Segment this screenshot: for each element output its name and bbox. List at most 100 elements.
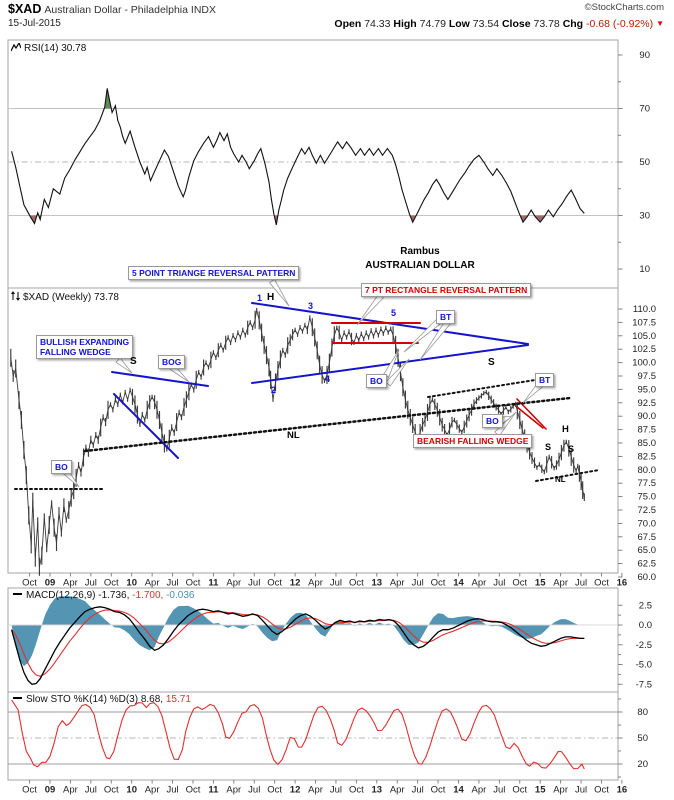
x-axis-label: Apr	[553, 785, 568, 796]
x-axis-label: Oct	[22, 785, 37, 796]
quote-line: Open 74.33 High 74.79 Low 73.54 Close 73…	[334, 18, 664, 30]
header-title-row: $XAD Australian Dollar - Philadelphia IN…	[0, 0, 674, 16]
x-axis-label: Apr	[145, 578, 160, 589]
axis-tick-label: -5.0	[636, 660, 652, 671]
x-axis-label: Jul	[575, 578, 587, 589]
x-axis-label: 09	[45, 578, 56, 589]
x-axis-label: Jul	[575, 785, 587, 796]
axis-tick-label: 70.0	[638, 518, 657, 529]
x-axis-label: Oct	[594, 785, 609, 796]
axis-tick-label: 77.5	[638, 478, 657, 489]
price-series	[10, 309, 585, 567]
callout-tail	[385, 358, 410, 387]
x-axis-label: Oct	[512, 578, 527, 589]
close-value: 73.78	[533, 18, 560, 30]
open-label: Open	[334, 18, 362, 30]
x-axis-label: Jul	[412, 578, 424, 589]
x-axis-label: Apr	[308, 578, 323, 589]
low-label: Low	[448, 18, 470, 30]
x-axis-label: 11	[208, 785, 219, 796]
axis-tick-label: 50	[639, 157, 650, 168]
x-axis-label: Apr	[472, 578, 487, 589]
x-axis-label: Jul	[166, 785, 178, 796]
macd-panel-border	[7, 587, 619, 693]
chg-value: -0.68 (-0.92%)	[586, 18, 654, 30]
legend-line-icon	[13, 697, 22, 699]
stockcharts-credit: ©StockCharts.com	[584, 2, 664, 13]
open-value: 74.33	[364, 18, 391, 30]
callout-tail	[268, 278, 290, 307]
axis-tick-label: 97.5	[638, 371, 657, 382]
x-axis-label: Jul	[248, 785, 260, 796]
rsi-legend: RSI(14) 30.78	[10, 41, 87, 55]
high-value: 74.79	[419, 18, 446, 30]
x-axis-label: 13	[372, 785, 383, 796]
sto-d-line	[11, 699, 585, 770]
x-axis-label: Apr	[390, 785, 405, 796]
x-axis-label: Jul	[85, 578, 97, 589]
rsi-line	[11, 88, 585, 226]
x-axis-label: Oct	[349, 578, 364, 589]
x-axis-label: Oct	[431, 578, 446, 589]
trendline	[427, 379, 536, 398]
rsi-label: RSI(14) 30.78	[24, 43, 87, 54]
x-axis-label: Jul	[166, 578, 178, 589]
axis-tick-label: 2.5	[639, 600, 652, 611]
close-label: Close	[501, 18, 531, 30]
axis-tick-label: 95.0	[638, 384, 657, 395]
x-axis-label: Apr	[226, 578, 241, 589]
macd-histogram	[11, 596, 585, 667]
axis-tick-label: 82.5	[638, 451, 657, 462]
axis-tick-label: 87.5	[638, 425, 657, 436]
x-axis-label: 09	[45, 785, 56, 796]
legend-line-icon	[13, 593, 22, 595]
x-axis-label: Jul	[493, 578, 505, 589]
rsi-indicator-icon	[10, 41, 22, 55]
x-axis-label: 16	[617, 785, 628, 796]
axis-tick-label: 75.0	[638, 492, 657, 503]
x-axis-label: Oct	[594, 578, 609, 589]
x-axis-label: Oct	[104, 785, 119, 796]
sto-label: Slow STO %K(14) %D(3) 8.68,	[26, 694, 164, 705]
axis-tick-label: 102.5	[632, 344, 656, 355]
macd-legend: MACD(12,26,9) -1.736, -1.700, -0.036	[13, 590, 194, 601]
axis-tick-label: 20	[637, 759, 648, 770]
axis-tick-label: -2.5	[636, 640, 652, 651]
axis-tick-label: 90	[639, 50, 650, 61]
axis-tick-label: 100.0	[632, 358, 656, 369]
x-axis-label: Apr	[63, 578, 78, 589]
x-axis-label: Jul	[85, 785, 97, 796]
axis-tick-label: 0.0	[639, 620, 652, 631]
axis-tick-label: 10	[639, 264, 650, 275]
x-axis-label: Apr	[553, 578, 568, 589]
x-axis-label: Oct	[349, 785, 364, 796]
axis-tick-label: 85.0	[638, 438, 657, 449]
trendline	[516, 406, 544, 429]
axis-tick-label: 70	[639, 104, 650, 115]
chg-label: Chg	[562, 18, 584, 30]
axis-tick-label: 65.0	[638, 545, 657, 556]
x-axis-label: Jul	[412, 785, 424, 796]
x-axis-label: 14	[453, 578, 464, 589]
sto-signal-value: 15.71	[165, 694, 191, 705]
macd-signal-value: -1.700,	[132, 590, 164, 601]
x-axis-label: 16	[617, 578, 628, 589]
header-quote-row: 15-Jul-2015 Open 74.33 High 74.79 Low 73…	[0, 16, 674, 32]
x-axis-label: 13	[372, 578, 383, 589]
instrument-name: Australian Dollar - Philadelphia INDX	[44, 4, 216, 16]
macd-line	[10, 606, 585, 686]
main-label: $XAD (Weekly) 73.78	[23, 292, 119, 303]
x-axis-label: 10	[126, 578, 137, 589]
sto-legend: Slow STO %K(14) %D(3) 8.68, 15.71	[13, 694, 191, 705]
axis-tick-label: 50	[637, 733, 648, 744]
axis-tick-label: 62.5	[638, 559, 657, 570]
chart-date: 15-Jul-2015	[8, 18, 61, 29]
x-axis-label: Jul	[248, 578, 260, 589]
x-axis-label: Oct	[104, 578, 119, 589]
x-axis-label: Jul	[493, 785, 505, 796]
x-axis-label: Jul	[330, 785, 342, 796]
axis-tick-label: 92.5	[638, 398, 657, 409]
macd-hist-value: -0.036	[166, 590, 195, 601]
